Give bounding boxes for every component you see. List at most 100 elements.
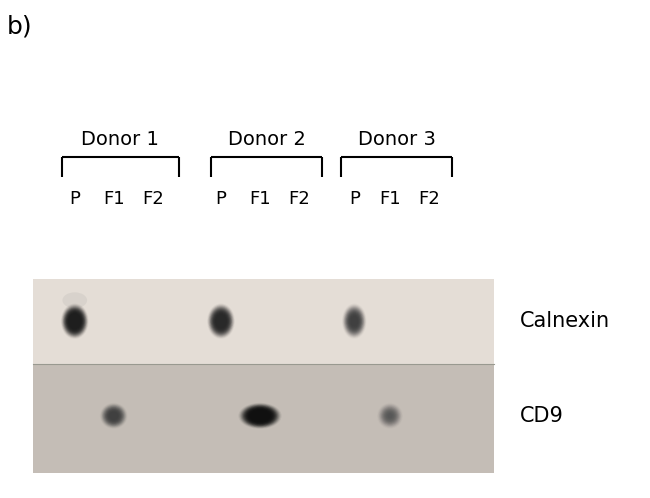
Ellipse shape xyxy=(387,412,393,419)
Text: F2: F2 xyxy=(288,190,310,208)
Ellipse shape xyxy=(215,314,227,329)
Ellipse shape xyxy=(254,412,266,419)
Ellipse shape xyxy=(348,313,360,330)
Text: Donor 3: Donor 3 xyxy=(358,130,436,149)
Ellipse shape xyxy=(208,304,234,338)
Ellipse shape xyxy=(66,310,83,333)
Ellipse shape xyxy=(101,403,127,428)
Ellipse shape xyxy=(381,407,399,425)
Ellipse shape xyxy=(104,407,124,425)
Ellipse shape xyxy=(350,315,359,328)
Ellipse shape xyxy=(214,313,227,330)
Ellipse shape xyxy=(65,309,84,333)
Ellipse shape xyxy=(110,412,118,419)
Ellipse shape xyxy=(71,317,79,326)
Ellipse shape xyxy=(72,318,78,325)
Text: P: P xyxy=(349,190,359,208)
Ellipse shape xyxy=(250,410,270,422)
Ellipse shape xyxy=(252,411,268,421)
Bar xyxy=(32,364,494,473)
Ellipse shape xyxy=(346,310,362,333)
Ellipse shape xyxy=(63,306,86,336)
Ellipse shape xyxy=(217,317,225,326)
Ellipse shape xyxy=(259,415,261,416)
Ellipse shape xyxy=(343,304,366,338)
Text: P: P xyxy=(216,190,226,208)
Ellipse shape xyxy=(380,406,400,425)
Ellipse shape xyxy=(106,408,122,423)
Ellipse shape xyxy=(101,404,126,427)
Ellipse shape xyxy=(385,411,395,421)
Ellipse shape xyxy=(345,308,363,334)
Text: F2: F2 xyxy=(142,190,164,208)
Ellipse shape xyxy=(343,305,365,337)
Ellipse shape xyxy=(216,316,226,327)
Ellipse shape xyxy=(349,314,359,329)
Ellipse shape xyxy=(67,311,83,332)
Ellipse shape xyxy=(111,413,116,418)
Ellipse shape xyxy=(73,319,76,323)
Ellipse shape xyxy=(246,407,274,424)
Ellipse shape xyxy=(352,318,356,324)
Ellipse shape xyxy=(255,413,265,418)
Ellipse shape xyxy=(239,403,281,428)
Ellipse shape xyxy=(378,404,402,427)
Ellipse shape xyxy=(346,309,363,333)
Ellipse shape xyxy=(351,317,358,326)
Ellipse shape xyxy=(380,405,400,426)
Ellipse shape xyxy=(386,412,394,420)
Ellipse shape xyxy=(253,412,266,420)
Ellipse shape xyxy=(62,292,87,308)
Ellipse shape xyxy=(209,305,233,337)
Ellipse shape xyxy=(68,312,82,331)
Ellipse shape xyxy=(240,404,280,427)
Ellipse shape xyxy=(69,314,81,329)
Ellipse shape xyxy=(108,410,120,421)
Ellipse shape xyxy=(245,407,275,425)
Ellipse shape xyxy=(64,308,85,334)
Ellipse shape xyxy=(107,409,121,423)
Ellipse shape xyxy=(107,410,120,422)
Ellipse shape xyxy=(218,318,224,325)
Ellipse shape xyxy=(257,414,263,418)
Text: F1: F1 xyxy=(103,190,125,208)
Ellipse shape xyxy=(243,405,277,426)
Ellipse shape xyxy=(61,303,88,339)
Ellipse shape xyxy=(219,318,223,324)
Ellipse shape xyxy=(251,410,269,421)
Text: Donor 2: Donor 2 xyxy=(227,130,306,149)
Ellipse shape xyxy=(257,414,262,417)
Text: Donor 1: Donor 1 xyxy=(81,130,159,149)
Bar xyxy=(32,279,494,364)
Ellipse shape xyxy=(209,306,233,336)
Text: b): b) xyxy=(6,15,32,39)
Ellipse shape xyxy=(211,308,231,334)
Ellipse shape xyxy=(212,310,230,333)
Ellipse shape xyxy=(248,408,272,423)
Ellipse shape xyxy=(350,316,358,327)
Ellipse shape xyxy=(388,414,392,418)
Ellipse shape xyxy=(214,312,228,331)
Ellipse shape xyxy=(354,320,355,322)
Text: F2: F2 xyxy=(418,190,440,208)
Ellipse shape xyxy=(387,413,393,418)
Ellipse shape xyxy=(242,405,278,427)
Ellipse shape xyxy=(105,407,122,424)
Ellipse shape xyxy=(113,415,114,416)
Text: F1: F1 xyxy=(379,190,401,208)
Ellipse shape xyxy=(109,411,119,421)
Ellipse shape xyxy=(244,406,276,425)
Ellipse shape xyxy=(112,414,116,418)
Text: Calnexin: Calnexin xyxy=(520,311,610,331)
Ellipse shape xyxy=(213,311,229,332)
Ellipse shape xyxy=(384,410,396,422)
Ellipse shape xyxy=(383,409,396,423)
Ellipse shape xyxy=(211,309,231,333)
Ellipse shape xyxy=(348,312,361,331)
Ellipse shape xyxy=(382,408,398,423)
Ellipse shape xyxy=(220,319,222,323)
Ellipse shape xyxy=(109,412,118,420)
Ellipse shape xyxy=(62,304,88,338)
Ellipse shape xyxy=(220,320,222,322)
Ellipse shape xyxy=(385,410,395,421)
